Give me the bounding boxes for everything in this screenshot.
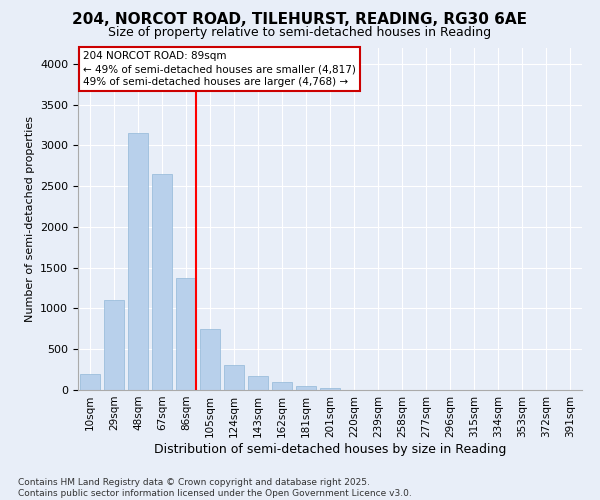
Text: 204, NORCOT ROAD, TILEHURST, READING, RG30 6AE: 204, NORCOT ROAD, TILEHURST, READING, RG… [73,12,527,28]
Bar [80,374,100,390]
Text: Contains HM Land Registry data © Crown copyright and database right 2025.
Contai: Contains HM Land Registry data © Crown c… [18,478,412,498]
Bar [224,364,244,390]
Bar [104,300,124,390]
Bar [320,388,340,390]
Bar [272,382,292,390]
Bar [152,174,172,390]
Bar [176,278,196,390]
Y-axis label: Number of semi-detached properties: Number of semi-detached properties [25,116,35,322]
Bar [248,376,268,390]
Bar [128,133,148,390]
Bar [296,386,316,390]
X-axis label: Distribution of semi-detached houses by size in Reading: Distribution of semi-detached houses by … [154,442,506,456]
Text: Size of property relative to semi-detached houses in Reading: Size of property relative to semi-detach… [109,26,491,39]
Bar [200,329,220,390]
Text: 204 NORCOT ROAD: 89sqm
← 49% of semi-detached houses are smaller (4,817)
49% of : 204 NORCOT ROAD: 89sqm ← 49% of semi-det… [83,51,356,88]
